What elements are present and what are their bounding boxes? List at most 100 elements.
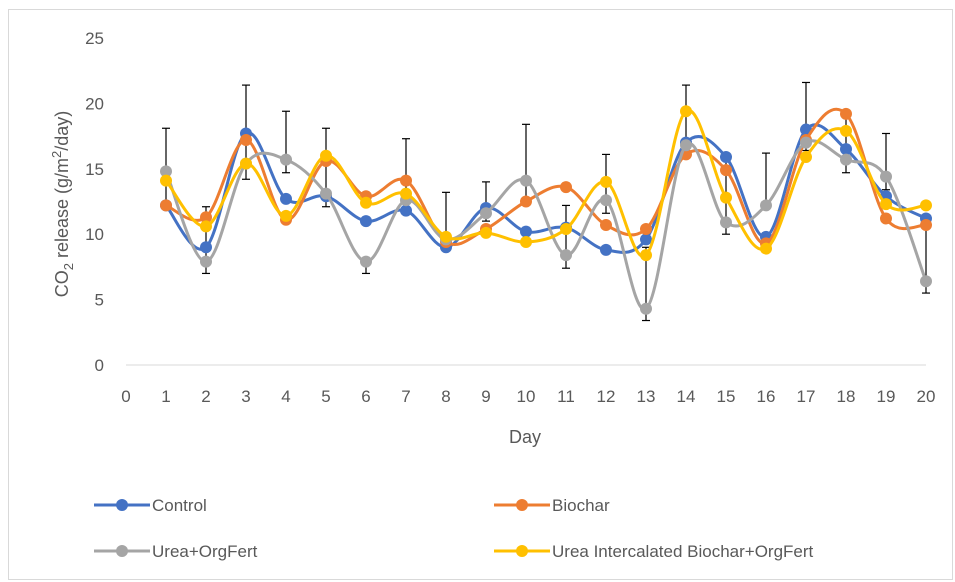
series-lines [160, 105, 932, 315]
x-tick-label: 20 [917, 387, 936, 406]
x-tick-label: 17 [797, 387, 816, 406]
data-point [280, 192, 292, 205]
x-tick-label: 9 [481, 387, 490, 406]
x-tick-label: 4 [281, 387, 290, 406]
x-tick-label: 14 [677, 387, 696, 406]
x-tick-label: 2 [201, 387, 210, 406]
data-point [480, 226, 492, 239]
data-point [640, 302, 652, 315]
x-tick-label: 8 [441, 387, 450, 406]
data-point [920, 219, 932, 232]
data-point [760, 242, 772, 255]
x-tick-label: 5 [321, 387, 330, 406]
data-point [400, 174, 412, 187]
data-point [560, 181, 572, 194]
legend-item: Control [94, 496, 207, 515]
y-tick-label: 10 [85, 225, 104, 244]
data-point [720, 191, 732, 204]
data-point [160, 165, 172, 178]
legend-label: Urea Intercalated Biochar+OrgFert [552, 542, 814, 561]
data-point [280, 153, 292, 166]
series-line [165, 107, 927, 246]
x-tick-label: 15 [717, 387, 736, 406]
x-tick-label: 11 [557, 387, 575, 406]
data-point [640, 249, 652, 262]
x-tick-label: 12 [597, 387, 616, 406]
legend-label: Control [152, 496, 207, 515]
data-point [520, 225, 532, 238]
data-point [360, 215, 372, 228]
y-tick-label: 15 [85, 160, 104, 179]
data-point [720, 164, 732, 177]
y-axis-title: CO2 release (g/m2/day) [49, 111, 76, 298]
legend-item: Urea+OrgFert [94, 542, 258, 561]
y-tick-label: 0 [95, 356, 104, 375]
y-tick-labels: 0 5 10 15 20 25 [85, 29, 104, 375]
legend: Control Biochar Urea+OrgFert Urea Intercala… [94, 496, 814, 561]
data-point [680, 105, 692, 118]
legend-item: Biochar [494, 496, 610, 515]
y-tick-label: 20 [85, 94, 104, 113]
data-point [880, 170, 892, 183]
legend-item: Urea Intercalated Biochar+OrgFert [494, 542, 814, 561]
data-point [600, 194, 612, 207]
data-point [200, 241, 212, 254]
data-point [800, 136, 812, 149]
data-point [920, 199, 932, 212]
data-point [520, 174, 532, 187]
data-point [920, 275, 932, 288]
data-point [320, 149, 332, 162]
data-point [200, 255, 212, 268]
x-tick-label: 6 [361, 387, 370, 406]
x-tick-label: 3 [241, 387, 250, 406]
data-point [200, 220, 212, 233]
series-biochar [160, 107, 932, 250]
data-point [840, 107, 852, 120]
data-point [200, 211, 212, 224]
error-bars [162, 81, 930, 322]
data-point [800, 151, 812, 164]
y-tick-label: 25 [85, 29, 104, 48]
data-point [840, 143, 852, 156]
data-point [240, 134, 252, 147]
data-point [400, 187, 412, 200]
x-tick-labels: 0 1 2 3 4 5 6 7 8 9 10 11 12 13 14 15 16 17 18 19 20 [121, 387, 935, 406]
x-tick-label: 7 [401, 387, 410, 406]
data-point [440, 230, 452, 243]
data-point [480, 207, 492, 220]
data-point [760, 199, 772, 212]
data-point [160, 199, 172, 212]
data-point [880, 198, 892, 211]
x-tick-label: 19 [877, 387, 896, 406]
y-tick-label: 5 [95, 291, 104, 310]
legend-swatch-marker [116, 545, 128, 557]
legend-swatch-marker [116, 499, 128, 511]
chart-frame [8, 9, 953, 580]
data-point [600, 175, 612, 188]
legend-swatch-marker [516, 545, 528, 557]
data-point [840, 153, 852, 166]
data-point [280, 209, 292, 222]
data-point [400, 204, 412, 217]
x-tick-label: 1 [161, 387, 170, 406]
data-point [520, 236, 532, 249]
data-point [560, 249, 572, 262]
series-urea-intercalated-biochar-orgfert [160, 105, 932, 262]
data-point [600, 219, 612, 232]
series-urea-orgfert [160, 136, 932, 315]
data-point [240, 157, 252, 170]
x-tick-label: 10 [517, 387, 536, 406]
x-tick-label: 13 [637, 387, 656, 406]
data-point [640, 233, 652, 246]
data-point [360, 196, 372, 209]
data-point [360, 255, 372, 268]
legend-swatch-marker [516, 499, 528, 511]
data-point [720, 216, 732, 229]
data-point [840, 124, 852, 137]
legend-label: Biochar [552, 496, 610, 515]
x-tick-label: 0 [121, 387, 130, 406]
data-point [720, 151, 732, 164]
series-line [164, 139, 928, 311]
x-axis-title: Day [509, 427, 541, 447]
data-point [320, 187, 332, 200]
